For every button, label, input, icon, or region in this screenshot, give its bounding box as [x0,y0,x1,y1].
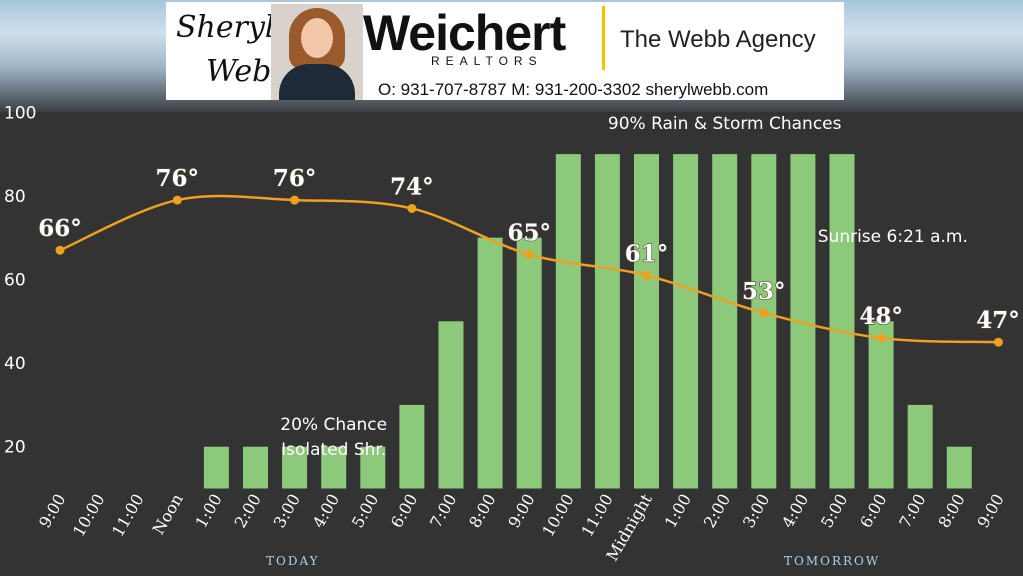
tomorrow-label: TOMORROW [784,554,881,568]
x-tick-label: 10:00 [538,491,578,540]
temperature-label: 74° [390,173,434,200]
temperature-point [876,333,886,343]
rain-bar [673,154,699,489]
banner-divider [602,6,605,70]
rain-bar [634,154,659,489]
y-tick-label: 20 [4,438,26,458]
temperature-label: 65° [507,219,551,246]
rain-bar [594,154,620,489]
x-tick-label: 6:00 [387,491,421,532]
x-tick-label: 10:00 [69,491,109,540]
rain-bar [203,446,229,489]
temperature-label: 53° [742,278,786,305]
x-tick-label: 8:00 [465,490,499,531]
x-tick-label: 3:00 [739,491,773,532]
x-tick-label: 9:00 [504,491,538,532]
x-tick-label: 9:00 [973,491,1007,532]
rain-bar [399,404,425,489]
chart-annotation: Sunrise 6:21 a.m. [818,227,968,247]
temperature-point [407,203,417,213]
y-tick-label: 40 [4,354,26,374]
today-label: TODAY [266,554,320,568]
rain-bar [282,446,308,489]
rain-bar [751,154,777,489]
x-tick-label: 11:00 [577,491,617,540]
temperature-point [55,245,65,255]
x-tick-label: 6:00 [856,491,890,532]
y-tick-label: 60 [4,271,26,291]
rain-bar [243,446,268,489]
y-tick-label: 100 [4,103,36,123]
chart-annotation: Isolated Shr. [281,440,386,460]
x-tick-label: 8:00 [934,491,968,532]
temperature-label: 48° [859,303,903,330]
rain-bar [321,446,347,489]
sponsor-banner: Sheryl Webb Weichert REALTORS The Webb A… [166,2,844,100]
chart-annotation: 90% Rain & Storm Chances [608,114,842,134]
x-tick-label: 7:00 [895,491,929,532]
rain-bar [946,446,972,489]
rain-bar [438,321,464,489]
x-tick-label: Noon [149,491,187,538]
x-tick-label: 9:00 [35,491,69,532]
rain-bar [555,154,581,489]
temperature-label: 76° [273,165,317,192]
x-tick-label: 2:00 [700,491,734,532]
rain-bar [712,154,738,489]
rain-bar [907,404,933,489]
brand-sub: REALTORS [431,54,543,68]
temperature-label: 47° [976,307,1020,334]
agency-name: The Webb Agency [620,26,816,53]
temperature-label: 76° [156,165,200,192]
x-tick-label: 11:00 [108,491,148,540]
x-tick-label: 5:00 [817,491,851,532]
temperature-point [290,195,300,205]
x-tick-label: 1:00 [191,491,225,532]
rain-bar [829,154,855,489]
rain-bar [516,237,542,489]
temperature-point [759,308,769,318]
contact-info: O: 931-707-8787 M: 931-200-3302 sherylwe… [378,80,769,99]
agent-photo [271,4,363,100]
x-tick-label: 2:00 [231,491,265,532]
rain-bar [360,446,386,489]
temperature-point [993,337,1003,347]
y-tick-label: 80 [4,187,26,207]
temperature-label: 61° [625,240,669,267]
temperature-point [172,195,182,205]
chart-annotation: 20% Chance [280,415,387,435]
temperature-point [524,249,534,259]
x-tick-label: 5:00 [348,491,382,532]
rain-bar [868,321,894,489]
temperature-point [642,270,651,280]
agent-first-name: Sheryl [176,10,275,45]
temperature-label: 66° [38,215,82,242]
x-tick-label: 7:00 [426,491,460,532]
rain-bar [477,237,503,489]
brand-logo: Weichert [363,5,566,61]
x-tick-label: 1:00 [661,491,695,532]
x-tick-label: 3:00 [270,491,304,532]
x-tick-label: 4:00 [778,491,812,532]
x-tick-label: 4:00 [309,491,343,532]
